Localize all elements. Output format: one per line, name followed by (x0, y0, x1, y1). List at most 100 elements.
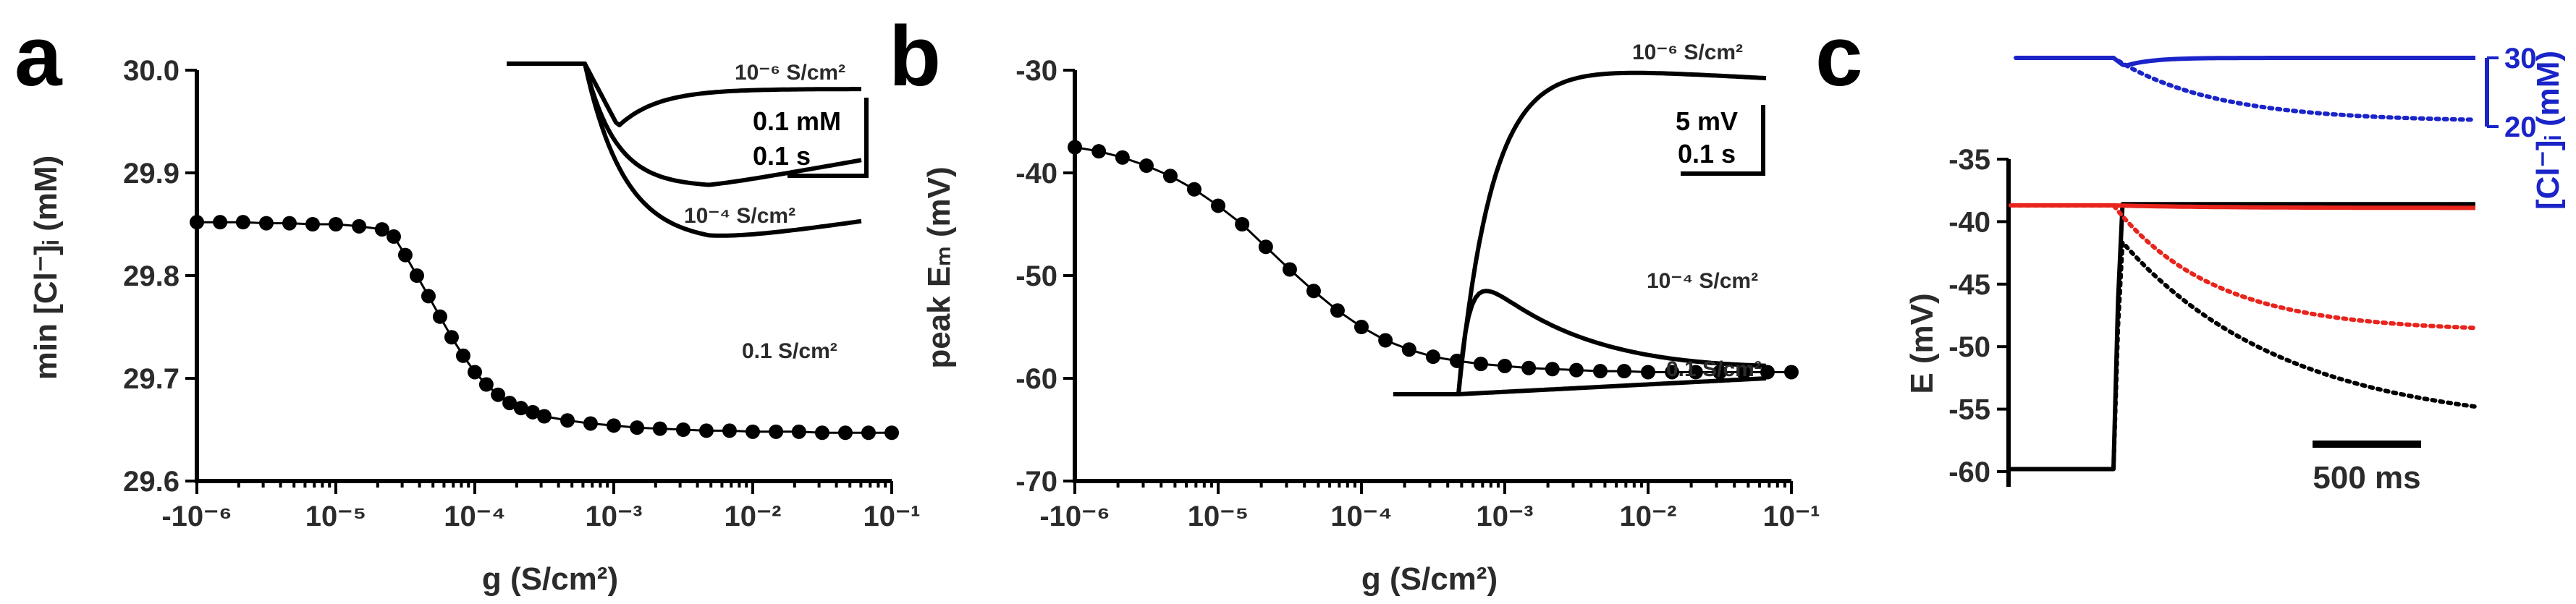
panel-b-data-point (1665, 365, 1680, 380)
panel-b-data-point (1521, 360, 1537, 375)
panel-a-inset-label-2: 10⁻⁴ S/cm² (684, 204, 795, 228)
panel-a-series-line (197, 221, 892, 434)
panel-a-series (190, 215, 899, 441)
panel-a-inset-label-1: 10⁻⁶ S/cm² (735, 61, 845, 85)
panel-a-data-point (630, 420, 645, 435)
panel-a-data-point (444, 330, 459, 345)
panel-a-data-point (746, 424, 760, 439)
panel-letter-b: b (889, 9, 941, 104)
panel-a-data-point (698, 423, 714, 438)
panel-c-scale-x: 500 ms (2313, 460, 2420, 495)
panel-a-data-point (190, 215, 204, 230)
panel-b-ylabel: peak Eₘ (mV) (921, 166, 957, 368)
panel-b-data-point (1568, 362, 1584, 378)
panel-a-data-point (374, 222, 389, 237)
panel-a-data-point (791, 424, 806, 439)
panel-a-scale-x: 0.1 s (753, 141, 811, 171)
panel-b-inset-trace (1393, 376, 1767, 396)
panel-a-data-point (213, 215, 228, 230)
panel-a-y-tick-label: 29.8 (123, 260, 180, 292)
panel-b-data-point (1473, 357, 1488, 372)
panel-b-inset-trace (1393, 289, 1767, 396)
panel-a-data-point (861, 425, 876, 441)
panel-a-y-tick-label: 29.9 (123, 158, 180, 190)
panel-a-data-point (409, 268, 424, 283)
panel-a-data-point (559, 413, 575, 428)
panel-b-data-point (1760, 365, 1775, 380)
panel-c-ylabel-right: [Cl⁻]ᵢ (mM) (2530, 51, 2566, 210)
panel-a-x-tick-label: 10⁻⁵ (305, 501, 366, 532)
panel-b-data-point (1330, 303, 1345, 318)
panel-b-x-tick-label: 10⁻¹ (1763, 501, 1820, 532)
panel-a-x-tick-label: 10⁻¹ (863, 501, 921, 532)
panel-a-data-point (884, 425, 899, 441)
panel-c-ylabel: E (mV) (1904, 293, 1940, 394)
panel-a-data-point (432, 309, 447, 324)
panel-b-data-point (1068, 140, 1082, 155)
panel-c-right-tick-label: 20 (2504, 111, 2537, 143)
panel-a-data-point (652, 421, 667, 436)
panel-b-data-point (1235, 217, 1250, 231)
panel-b-inset-trace (1393, 70, 1767, 396)
panel-c: c E (mV) -35 -40 -45 -50 -55 -60 30 20 [Cl⁻]ᵢ … (1815, 9, 2566, 495)
panel-b-data-point (1784, 365, 1799, 380)
panel-b: b peak Eₘ (mV) g (S/cm²) -70 -60 -50 -40 -30… (889, 9, 1820, 597)
panel-b-data-point (1401, 342, 1416, 357)
panel-b-series (1068, 140, 1799, 380)
panel-a-data-point (282, 216, 297, 231)
panel-a-data-point (478, 377, 494, 392)
panel-c-y-tick-label: -55 (1948, 394, 1990, 426)
panel-b-x-tick-label: 10⁻³ (1477, 501, 1534, 532)
panel-a-inset-trace (507, 61, 862, 238)
panel-a-data-point (491, 387, 506, 402)
panel-a-data-point (329, 217, 343, 231)
panel-a-data-point (769, 424, 784, 439)
panel-b-inset-label-3: 0.1 S/cm² (1666, 357, 1762, 381)
panel-a-xlabel: g (S/cm²) (482, 561, 618, 597)
panel-b-y-tick-label: -60 (1015, 363, 1057, 395)
panel-a-x-ticks: -10⁻⁶ 10⁻⁵ 10⁻⁴ 10⁻³ 10⁻² 10⁻¹ (161, 481, 920, 532)
panel-b-data-point (1616, 364, 1631, 379)
panel-b-data-point (1282, 262, 1297, 277)
panel-a-scale-y: 0.1 mM (753, 106, 841, 136)
panel-c-right-tick-label: 30 (2504, 43, 2537, 75)
panel-c-right-axis: 30 20 (2485, 43, 2537, 143)
panel-a-data-point (455, 348, 470, 363)
panel-b-y-tick-label: -40 (1015, 158, 1057, 190)
panel-a-data-point (421, 289, 436, 304)
panel-b-inset: 10⁻⁶ S/cm² 10⁻⁴ S/cm² 0.1 S/cm² 5 mV 0.1… (1393, 41, 1767, 396)
panel-a-inset-trace (507, 61, 862, 187)
panel-b-data-point (1354, 320, 1369, 334)
panel-a-data-point (305, 217, 320, 231)
panel-b-data-point (1115, 150, 1130, 165)
panel-b-data-point (1162, 169, 1178, 184)
panel-c-trace (2014, 56, 2478, 122)
panel-b-data-point (1641, 365, 1655, 380)
panel-c-trace (2016, 56, 2475, 68)
panel-c-trace (2009, 203, 2478, 331)
panel-a-ylabel: min [Cl⁻]ᵢ (mM) (28, 156, 64, 380)
panel-a-data-point (607, 418, 621, 433)
panel-b-data-point (1712, 365, 1727, 380)
panel-b-data-point (1736, 365, 1751, 380)
panel-b-inset-traces (1393, 70, 1767, 396)
panel-a-data-point (525, 404, 540, 420)
panel-a-y-tick-label: 29.7 (123, 363, 180, 395)
panel-b-scale-y: 5 mV (1676, 106, 1738, 136)
panel-c-trace (2011, 203, 2475, 210)
panel-a-x-tick-label: 10⁻² (725, 501, 782, 532)
panel-b-xlabel: g (S/cm²) (1361, 561, 1498, 597)
panel-c-y-tick-label: -35 (1948, 144, 1990, 176)
panel-b-x-tick-label: 10⁻⁵ (1188, 501, 1249, 532)
panel-a-x-tick-label: 10⁻⁴ (444, 501, 505, 532)
panel-a-y-tick-label: 29.6 (123, 466, 180, 498)
panel-a-data-point (397, 247, 413, 263)
panel-a-data-point (352, 218, 367, 234)
panel-a-y-ticks: 29.6 29.7 29.8 29.9 30.0 (123, 55, 197, 498)
panel-a-data-point (235, 215, 250, 230)
panel-a-x-tick-label: 10⁻³ (586, 501, 643, 532)
panel-a-x-tick-label: -10⁻⁶ (161, 501, 232, 532)
panel-a-data-point (722, 423, 737, 438)
panel-a-inset-trace (507, 61, 861, 127)
panel-b-data-point (1306, 284, 1321, 299)
